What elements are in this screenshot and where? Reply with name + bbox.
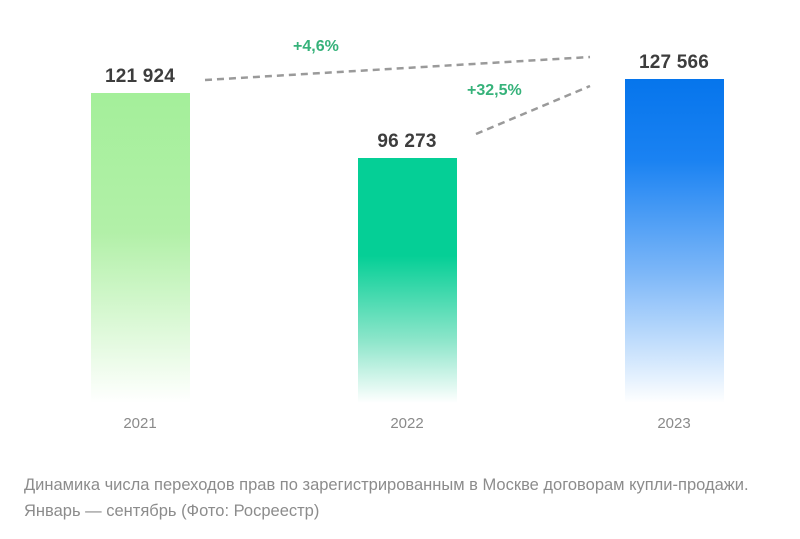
bar-2022 — [358, 158, 457, 403]
bar-chart: 121 924 96 273 127 566 +4,6% +32,5% 2021… — [91, 38, 724, 432]
bar-2023 — [625, 79, 724, 403]
year-label-2022: 2022 — [390, 415, 424, 432]
change-label-2022-2023: +32,5% — [467, 82, 522, 99]
value-label-2023: 127 566 — [638, 52, 710, 73]
value-label-2022: 96 273 — [377, 131, 437, 152]
bar-2021 — [91, 93, 190, 403]
arrow-2021-2023 — [204, 55, 591, 82]
year-label-2021: 2021 — [123, 415, 157, 432]
figure-caption: Динамика числа переходов прав по зарегис… — [24, 476, 749, 520]
arrow-2022-2023 — [475, 84, 591, 136]
change-label-2021-2023: +4,6% — [293, 38, 339, 55]
trend-arrows — [204, 55, 591, 136]
value-label-2021: 121 924 — [104, 66, 176, 87]
year-label-2023: 2023 — [657, 415, 691, 432]
